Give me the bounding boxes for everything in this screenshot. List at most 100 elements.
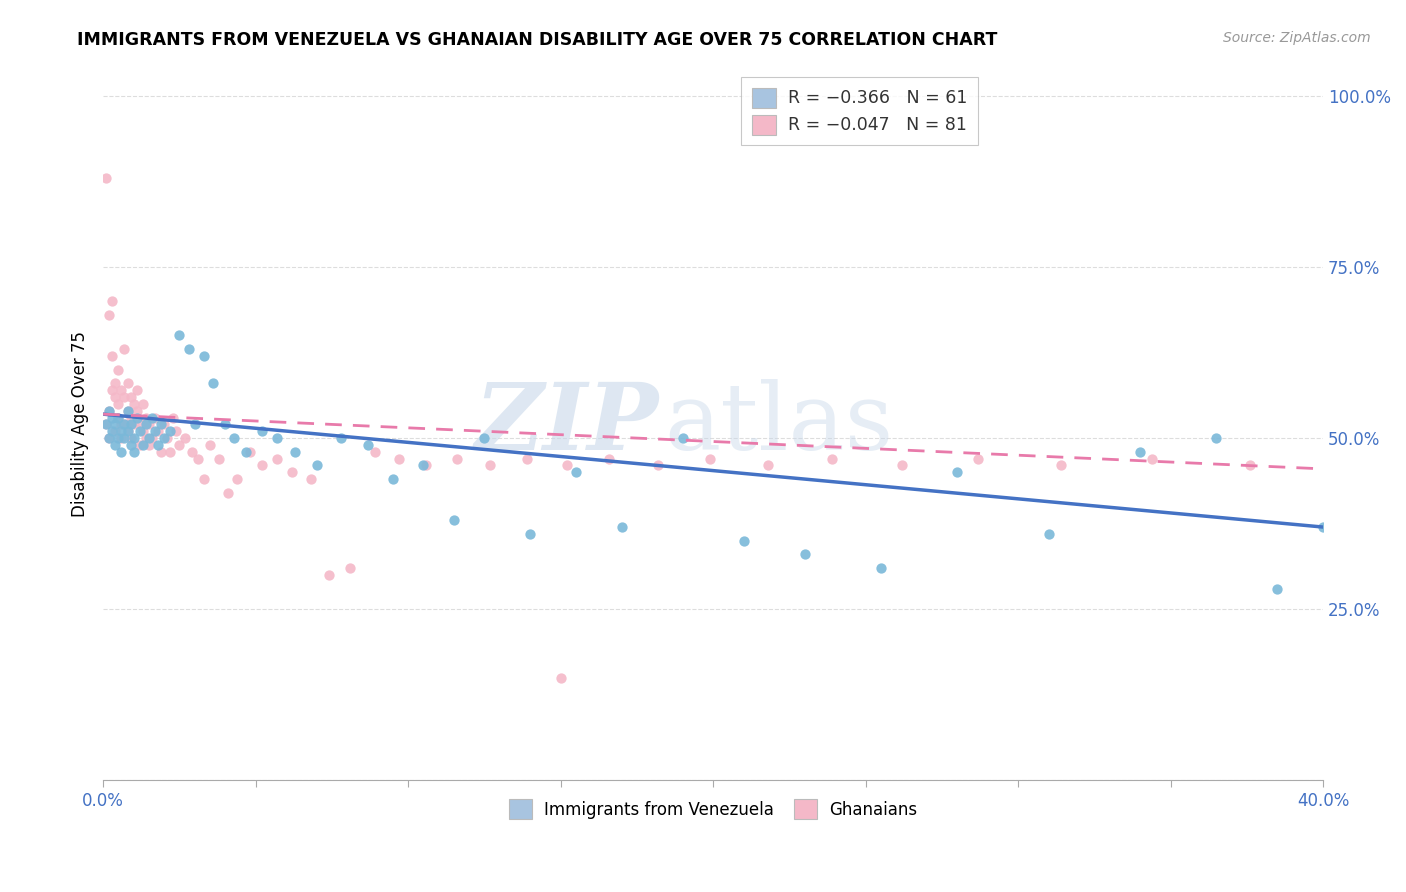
Point bbox=[516, 451, 538, 466]
Point bbox=[946, 466, 969, 480]
Point bbox=[235, 444, 257, 458]
Point bbox=[110, 417, 132, 432]
Point bbox=[143, 410, 166, 425]
Point bbox=[135, 417, 157, 432]
Point bbox=[114, 417, 136, 432]
Point bbox=[443, 513, 465, 527]
Point bbox=[104, 390, 127, 404]
Point bbox=[281, 466, 304, 480]
Point bbox=[821, 451, 844, 466]
Point bbox=[226, 472, 249, 486]
Point bbox=[132, 424, 155, 438]
Point bbox=[299, 472, 322, 486]
Point bbox=[107, 410, 129, 425]
Point bbox=[284, 444, 307, 458]
Point bbox=[555, 458, 578, 473]
Point bbox=[217, 486, 239, 500]
Point bbox=[107, 397, 129, 411]
Point bbox=[1239, 458, 1261, 473]
Legend: Immigrants from Venezuela, Ghanaians: Immigrants from Venezuela, Ghanaians bbox=[502, 793, 924, 825]
Point bbox=[120, 431, 142, 445]
Point bbox=[104, 424, 127, 438]
Point bbox=[266, 451, 288, 466]
Point bbox=[1205, 431, 1227, 445]
Point bbox=[756, 458, 779, 473]
Point bbox=[156, 431, 179, 445]
Point bbox=[339, 561, 361, 575]
Point bbox=[98, 403, 121, 417]
Point bbox=[1267, 582, 1289, 596]
Point bbox=[363, 444, 385, 458]
Point bbox=[101, 294, 124, 309]
Point bbox=[122, 397, 145, 411]
Point bbox=[193, 472, 215, 486]
Point bbox=[967, 451, 990, 466]
Point bbox=[125, 410, 148, 425]
Point bbox=[169, 328, 191, 343]
Point bbox=[98, 403, 121, 417]
Point bbox=[138, 431, 160, 445]
Point bbox=[446, 451, 468, 466]
Point bbox=[120, 390, 142, 404]
Text: ZIP: ZIP bbox=[474, 379, 658, 469]
Point bbox=[357, 438, 380, 452]
Point bbox=[598, 451, 620, 466]
Point bbox=[162, 410, 184, 425]
Point bbox=[132, 397, 155, 411]
Point bbox=[98, 431, 121, 445]
Point bbox=[117, 403, 139, 417]
Point bbox=[138, 417, 160, 432]
Text: IMMIGRANTS FROM VENEZUELA VS GHANAIAN DISABILITY AGE OVER 75 CORRELATION CHART: IMMIGRANTS FROM VENEZUELA VS GHANAIAN DI… bbox=[77, 31, 998, 49]
Point bbox=[266, 431, 288, 445]
Point bbox=[135, 431, 157, 445]
Point bbox=[128, 417, 150, 432]
Point bbox=[114, 390, 136, 404]
Point bbox=[96, 171, 118, 186]
Point bbox=[117, 376, 139, 391]
Point bbox=[193, 349, 215, 363]
Point bbox=[1142, 451, 1164, 466]
Point bbox=[132, 438, 155, 452]
Point bbox=[96, 417, 118, 432]
Point bbox=[891, 458, 914, 473]
Point bbox=[388, 451, 411, 466]
Point bbox=[141, 410, 163, 425]
Y-axis label: Disability Age Over 75: Disability Age Over 75 bbox=[72, 332, 89, 517]
Point bbox=[120, 410, 142, 425]
Point bbox=[793, 548, 815, 562]
Point bbox=[1129, 444, 1152, 458]
Point bbox=[174, 431, 197, 445]
Point bbox=[519, 527, 541, 541]
Point bbox=[110, 444, 132, 458]
Point bbox=[565, 466, 588, 480]
Point bbox=[122, 417, 145, 432]
Point bbox=[107, 410, 129, 425]
Point bbox=[474, 431, 496, 445]
Point bbox=[153, 417, 176, 432]
Point bbox=[110, 431, 132, 445]
Point bbox=[224, 431, 246, 445]
Point bbox=[1050, 458, 1073, 473]
Point bbox=[479, 458, 502, 473]
Point bbox=[672, 431, 695, 445]
Point bbox=[150, 417, 173, 432]
Point bbox=[101, 424, 124, 438]
Point bbox=[305, 458, 328, 473]
Point bbox=[128, 424, 150, 438]
Point bbox=[1038, 527, 1060, 541]
Point bbox=[208, 451, 231, 466]
Point bbox=[330, 431, 353, 445]
Point bbox=[165, 424, 187, 438]
Point bbox=[183, 417, 205, 432]
Point bbox=[550, 671, 572, 685]
Point bbox=[610, 520, 633, 534]
Point bbox=[647, 458, 669, 473]
Point bbox=[153, 431, 176, 445]
Point bbox=[101, 410, 124, 425]
Point bbox=[101, 383, 124, 397]
Point bbox=[870, 561, 893, 575]
Point bbox=[107, 362, 129, 376]
Point bbox=[238, 444, 260, 458]
Point bbox=[114, 431, 136, 445]
Point bbox=[104, 376, 127, 391]
